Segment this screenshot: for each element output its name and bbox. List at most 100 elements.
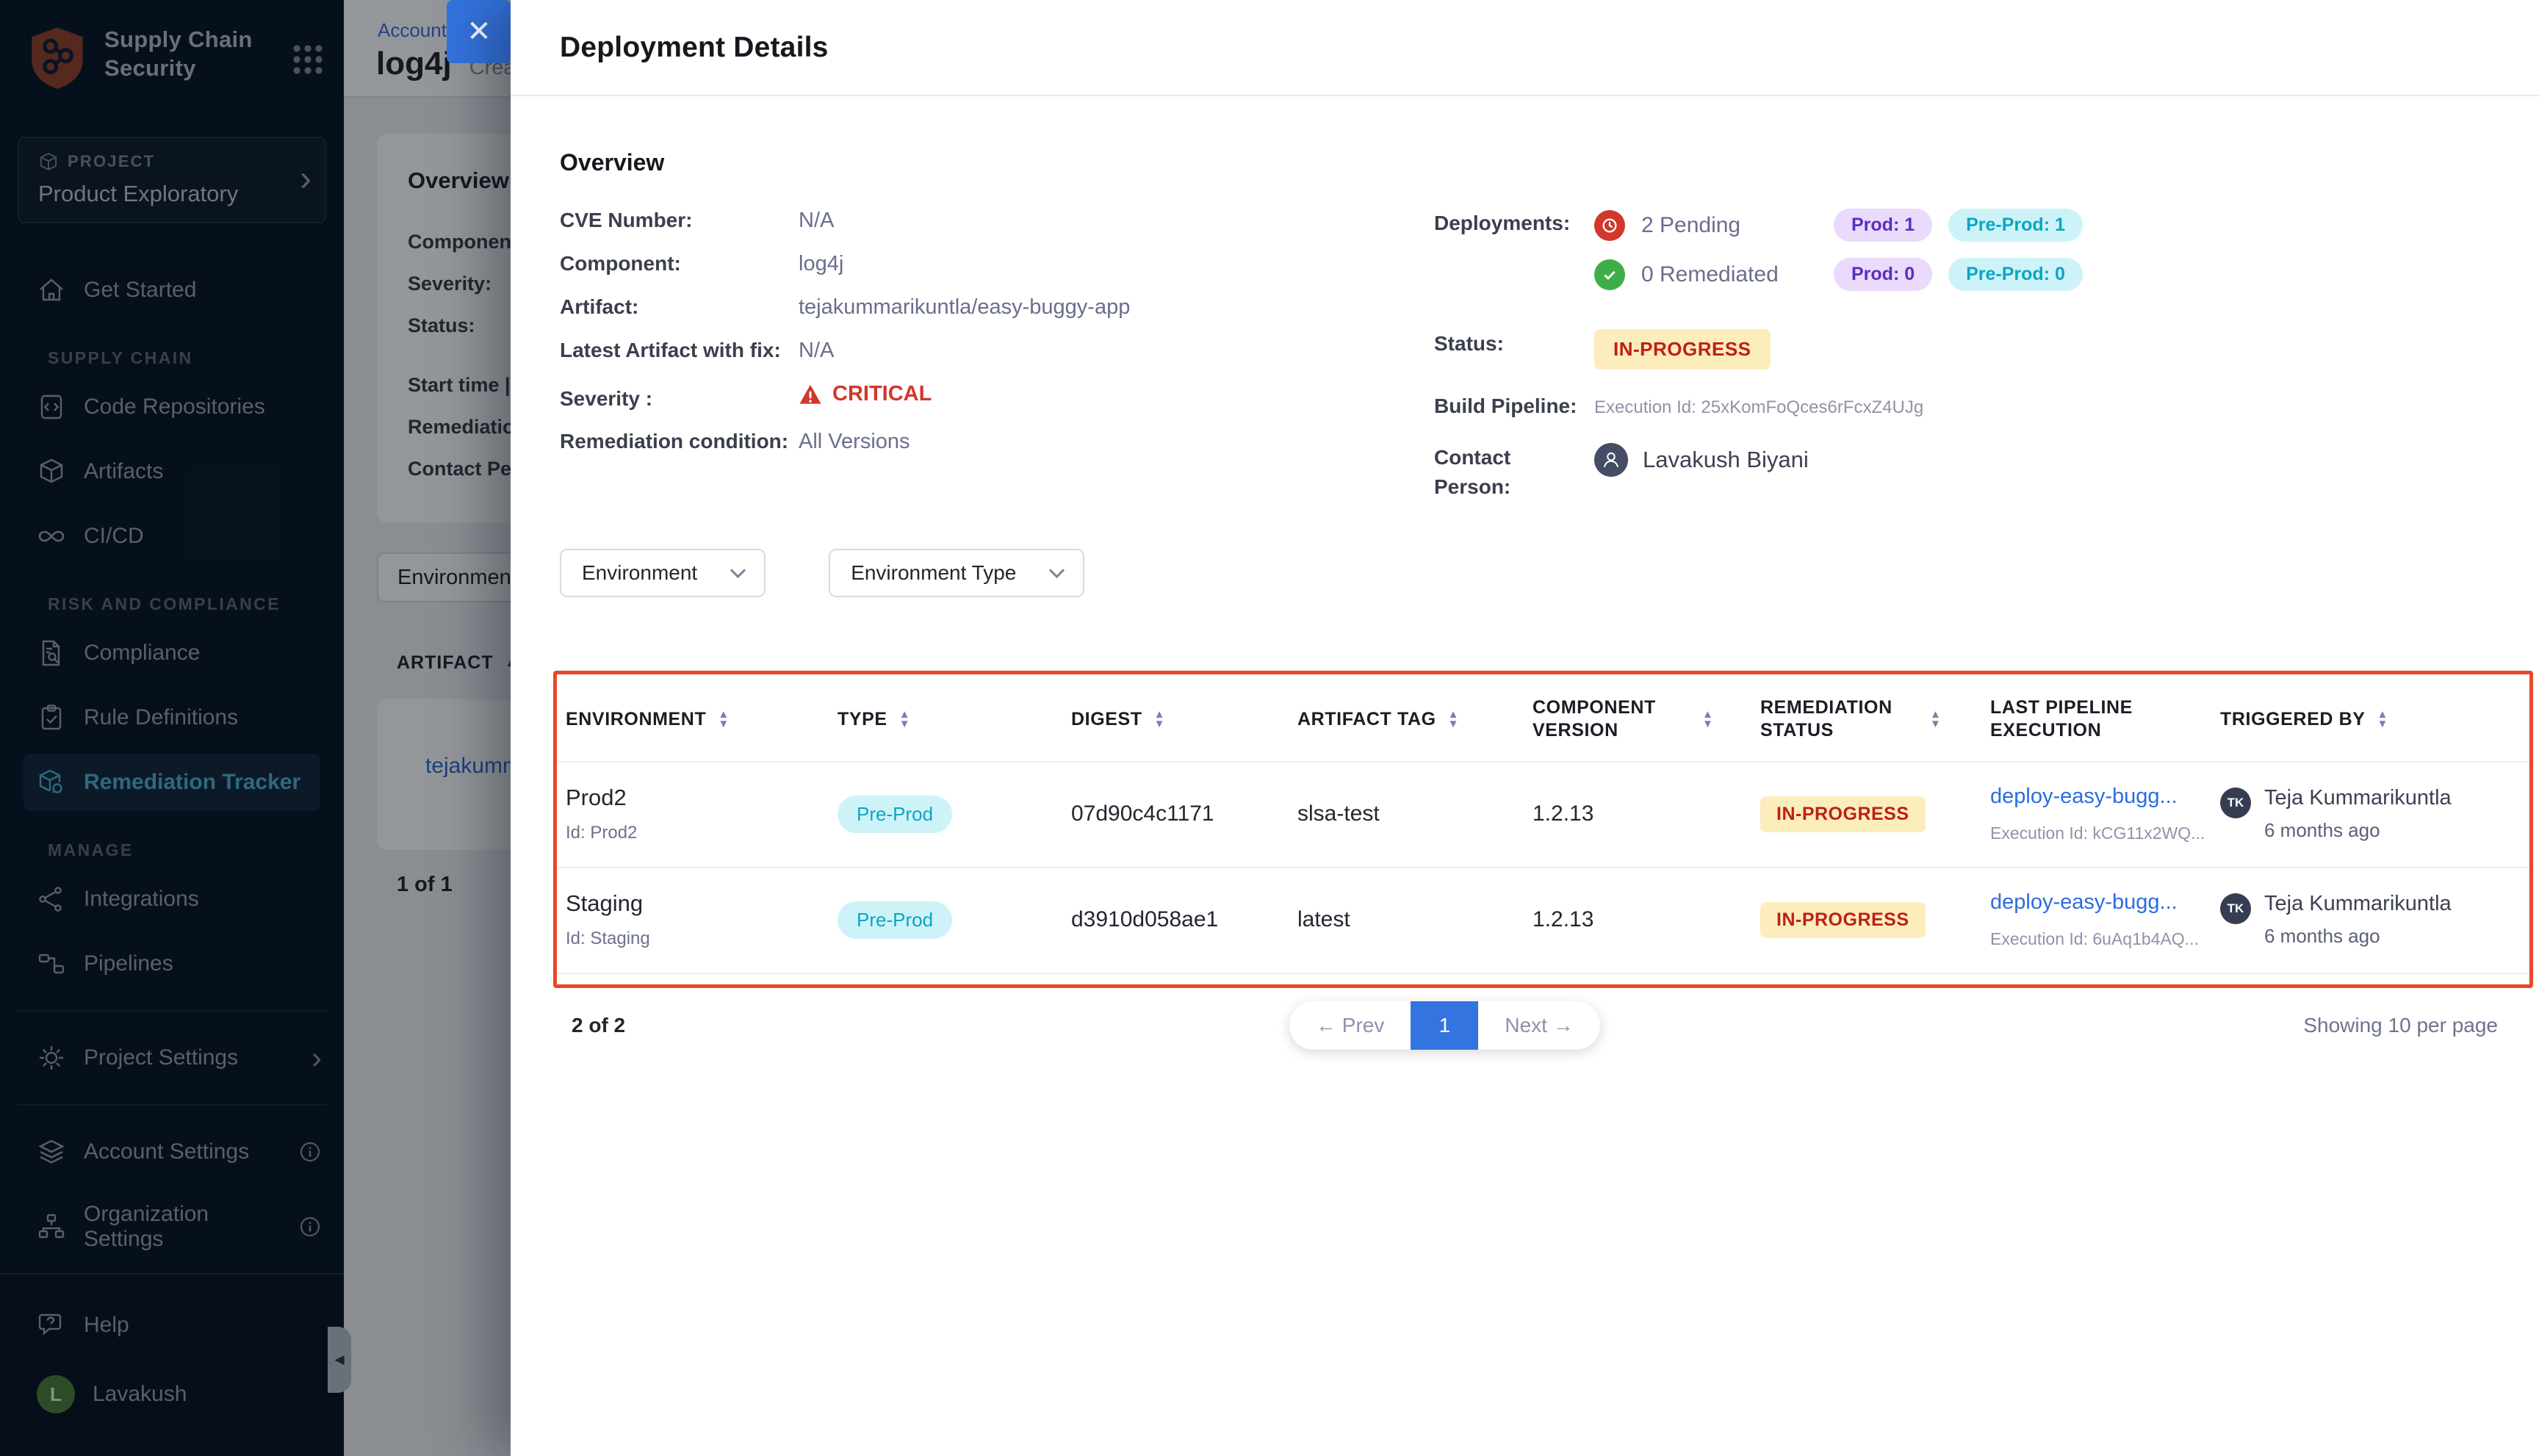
remediated-count: 0 Remediated — [1641, 262, 1779, 286]
overview-fields: CVE Number: N/A Component: log4j Artifac… — [560, 209, 1434, 502]
sidebar-item-rule-definitions[interactable]: Rule Definitions — [0, 689, 344, 746]
table-row[interactable]: Prod2 Id: Prod2 Pre-Prod 07d90c4c1171 sl… — [557, 763, 2529, 868]
close-icon: ✕ — [467, 15, 491, 48]
field-label: Status: — [408, 314, 475, 336]
digest: 07d90c4c1171 — [1071, 801, 1214, 826]
column-header-remediation-status[interactable]: REMEDIATION STATUS ▲ ▼ — [1760, 697, 1942, 740]
warning-triangle-icon — [799, 384, 821, 404]
status-label: Status: — [1434, 332, 1504, 355]
sidebar-user[interactable]: L Lavakush — [0, 1361, 344, 1427]
component-version: 1.2.13 — [1533, 907, 1594, 931]
field-label: Component — [408, 231, 518, 253]
field-remediation-condition: Remediation condition: All Versions — [560, 429, 910, 453]
modal-title: Deployment Details — [560, 31, 829, 63]
next-page-button[interactable]: Next → — [1478, 1001, 1599, 1050]
sidebar-item-integrations[interactable]: Integrations — [0, 871, 344, 928]
sidebar-item-organization-settings[interactable]: Organization Settings — [0, 1188, 344, 1266]
overview-heading: Overview — [560, 149, 665, 176]
sort-icon: ▲ ▼ — [1930, 708, 1942, 730]
environment-select[interactable]: Environment — [560, 549, 766, 597]
nav-divider — [18, 1010, 326, 1012]
chevron-right-icon: › — [311, 1040, 322, 1075]
sidebar-item-compliance[interactable]: Compliance — [0, 624, 344, 682]
infinity-icon — [38, 530, 65, 542]
triggered-by-cell: TK Teja Kummarikuntla 6 months ago — [2220, 892, 2529, 948]
clipboard-check-icon — [41, 704, 62, 730]
repository-icon — [40, 394, 62, 419]
info-icon — [298, 1140, 322, 1164]
sidebar-item-code-repositories[interactable]: Code Repositories — [0, 378, 344, 436]
build-pipeline-label: Build Pipeline: — [1434, 394, 1577, 417]
sidebar-collapse-handle[interactable]: ◀ — [328, 1327, 351, 1393]
field-artifact: Artifact: tejakummarikuntla/easy-buggy-a… — [560, 295, 1131, 319]
field-latest-artifact: Latest Artifact with fix: N/A — [560, 339, 835, 362]
pipeline-link[interactable]: deploy-easy-bugg... — [1990, 785, 2178, 808]
page-1-button[interactable]: 1 — [1411, 1001, 1479, 1050]
close-button[interactable]: ✕ — [447, 0, 511, 63]
build-pipeline-execution-id: Execution Id: 25xKomFoQces6rFcxZ4UJg — [1594, 397, 1924, 417]
column-header-artifact-tag[interactable]: ARTIFACT TAG ▲ ▼ — [1297, 708, 1460, 730]
help-chat-icon — [38, 1313, 62, 1336]
contact-person-label: Contact Person: — [1434, 446, 1511, 498]
artifact-column-header[interactable]: ARTIFACT ▲ — [397, 652, 516, 674]
sort-icon: ▲ ▼ — [898, 708, 911, 730]
field-label: Severity: — [408, 273, 492, 295]
sidebar-item-help[interactable]: Help — [0, 1297, 344, 1354]
sort-icon: ▲ ▼ — [1153, 708, 1166, 730]
check-circle-icon — [1594, 259, 1625, 290]
column-header-type[interactable]: TYPE ▲ ▼ — [838, 708, 911, 730]
column-header-triggered-by[interactable]: TRIGGERED BY ▲ ▼ — [2220, 708, 2388, 730]
remediated-deployments-row: 0 Remediated Prod: 0 Pre-Prod: 0 — [1594, 258, 2504, 291]
preprod-badge: Pre-Prod: 1 — [1948, 209, 2083, 242]
column-header-digest[interactable]: DIGEST ▲ ▼ — [1071, 708, 1166, 730]
brand: Supply Chain Security — [0, 0, 344, 90]
share-nodes-icon — [39, 887, 62, 912]
sidebar-footer: Help L Lavakush — [0, 1273, 344, 1456]
sidebar-item-project-settings[interactable]: Project Settings › — [0, 1029, 344, 1086]
field-label: Start time | — [408, 374, 511, 396]
column-header-last-pipeline-execution[interactable]: LAST PIPELINE EXECUTION — [1990, 697, 2133, 740]
sidebar-item-artifacts[interactable]: Artifacts — [0, 443, 344, 500]
module-grid-icon[interactable] — [291, 43, 325, 76]
column-header-component-version[interactable]: COMPONENT VERSION ▲ ▼ — [1533, 697, 1714, 740]
field-cve-number: CVE Number: N/A — [560, 209, 835, 232]
prod-badge: Prod: 0 — [1834, 258, 1933, 291]
environment-type-select[interactable]: Environment Type — [829, 549, 1085, 597]
digest: d3910d058ae1 — [1071, 907, 1219, 931]
column-header-environment[interactable]: ENVIRONMENT ▲ ▼ — [566, 708, 730, 730]
type-badge: Pre-Prod — [838, 901, 953, 939]
remediation-status-badge: IN-PROGRESS — [1760, 796, 1926, 832]
preprod-badge: Pre-Prod: 0 — [1948, 258, 2083, 291]
supply-chain-security-logo-icon — [32, 27, 83, 89]
pipeline-link[interactable]: deploy-easy-bugg... — [1990, 890, 2178, 914]
sidebar-item-get-started[interactable]: Get Started — [0, 262, 344, 319]
box-icon — [40, 458, 63, 483]
sidebar-item-remediation-tracker[interactable]: Remediation Tracker — [24, 754, 320, 811]
prev-page-button[interactable]: ← Prev — [1289, 1001, 1411, 1050]
table-row[interactable]: Staging Id: Staging Pre-Prod d3910d058ae… — [557, 868, 2529, 974]
environment-id: Id: Staging — [566, 929, 650, 948]
sidebar-item-pipelines[interactable]: Pipelines — [0, 935, 344, 992]
sidebar-item-cicd[interactable]: CI/CD — [0, 508, 344, 565]
info-icon — [298, 1215, 322, 1239]
gear-icon — [40, 1046, 63, 1070]
overview-card-heading: Overview — [408, 167, 509, 193]
deployments-table-highlight: ENVIRONMENT ▲ ▼ TYPE ▲ ▼ DIGEST ▲ ▼ ARTIFAC… — [553, 671, 2533, 988]
type-badge: Pre-Prod — [838, 795, 953, 833]
sidebar-section-supply-chain: SUPPLY CHAIN — [48, 348, 193, 367]
field-component: Component: log4j — [560, 252, 844, 275]
field-severity: Severity : CRITICAL — [560, 382, 932, 410]
sidebar-item-account-settings[interactable]: Account Settings — [0, 1123, 344, 1181]
chevron-down-icon — [730, 562, 746, 578]
modal-header: Deployment Details — [511, 0, 2539, 96]
sidebar-nav: Get Started SUPPLY CHAIN Code Repositori… — [0, 262, 344, 1273]
overview-section: Overview CVE Number: N/A Component: log4… — [560, 149, 2533, 502]
document-search-icon — [42, 640, 60, 666]
row-count: 2 of 2 — [572, 1014, 626, 1037]
sidebar-section-manage: MANAGE — [48, 840, 134, 859]
pipeline-execution-id: Execution Id: kCG11x2WQ... — [1990, 823, 2205, 843]
project-selector[interactable]: PROJECT Product Exploratory › — [18, 137, 326, 223]
pagination-controls: ← Prev 1 Next → — [1289, 1001, 1600, 1050]
project-label: PROJECT — [38, 151, 292, 172]
pending-deployments-row: 2 Pending Prod: 1 Pre-Prod: 1 — [1594, 209, 2504, 242]
